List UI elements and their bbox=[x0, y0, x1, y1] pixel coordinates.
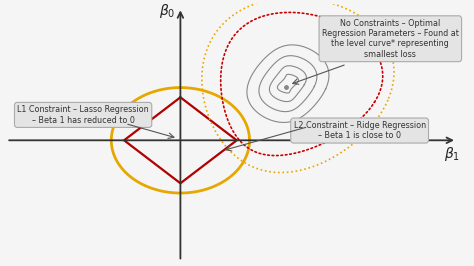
Text: $\beta_1$: $\beta_1$ bbox=[444, 145, 460, 163]
Text: L1 Constraint – Lasso Regression
– Beta 1 has reduced to 0: L1 Constraint – Lasso Regression – Beta … bbox=[18, 105, 149, 124]
Text: No Constraints – Optimal
Regression Parameters – Found at
the level curve* repre: No Constraints – Optimal Regression Para… bbox=[322, 19, 459, 59]
Text: $\beta_0$: $\beta_0$ bbox=[159, 2, 176, 20]
Text: L2 Constraint – Ridge Regression
– Beta 1 is close to 0: L2 Constraint – Ridge Regression – Beta … bbox=[293, 121, 426, 140]
